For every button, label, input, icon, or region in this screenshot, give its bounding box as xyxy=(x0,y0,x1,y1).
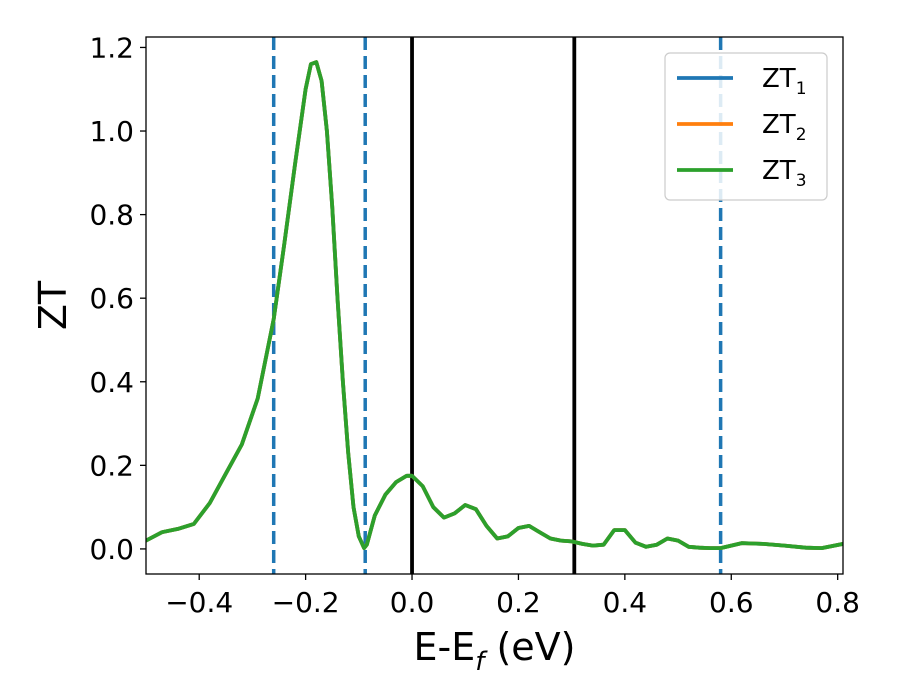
legend-label-main: ZT xyxy=(762,64,796,94)
y-tick-label: 1.0 xyxy=(89,115,134,148)
x-tick-label: 0.2 xyxy=(496,586,541,619)
y-tick-label: 1.2 xyxy=(89,31,134,64)
legend-label-2: ZT2 xyxy=(762,110,807,145)
x-tick-label: 0.6 xyxy=(709,586,754,619)
y-tick-label: 0.8 xyxy=(89,199,134,232)
legend-label-sub: 1 xyxy=(796,79,807,99)
series-line-zt3 xyxy=(146,60,843,550)
legend-label-main: ZT xyxy=(762,110,796,140)
y-tick-label: 0.6 xyxy=(89,282,134,315)
plot-area xyxy=(145,36,844,575)
x-axis-label-suffix: (eV) xyxy=(484,625,575,669)
x-tick-label: −0.4 xyxy=(165,586,233,619)
x-tick-label: 0.8 xyxy=(815,586,860,619)
x-tick-label: 0.4 xyxy=(603,586,648,619)
y-axis-label: ZT xyxy=(31,280,75,330)
axis-labels: E-Ef (eV) ZT xyxy=(31,280,576,677)
legend-box xyxy=(664,52,828,201)
x-axis-label-main: E-E xyxy=(414,625,476,669)
legend-label-main: ZT xyxy=(762,156,796,186)
y-tick-label: 0.2 xyxy=(89,449,134,482)
x-axis-label: E-Ef (eV) xyxy=(414,625,576,677)
legend-label-sub: 3 xyxy=(796,171,807,191)
x-tick-label: 0.0 xyxy=(390,586,435,619)
axes-frame xyxy=(145,36,844,575)
y-tick-label: 0.0 xyxy=(89,533,134,566)
legend-label-1: ZT1 xyxy=(762,64,807,99)
legend-label-3: ZT3 xyxy=(762,156,807,191)
y-tick-label: 0.4 xyxy=(89,366,134,399)
x-tick-label: −0.2 xyxy=(272,586,340,619)
axis-ticks: −0.4 −0.2 0.0 0.2 0.4 0.6 0.8 0.0 0.2 0.4 0.6 0.8 1.… xyxy=(89,31,859,619)
legend-label-sub: 2 xyxy=(796,125,807,145)
